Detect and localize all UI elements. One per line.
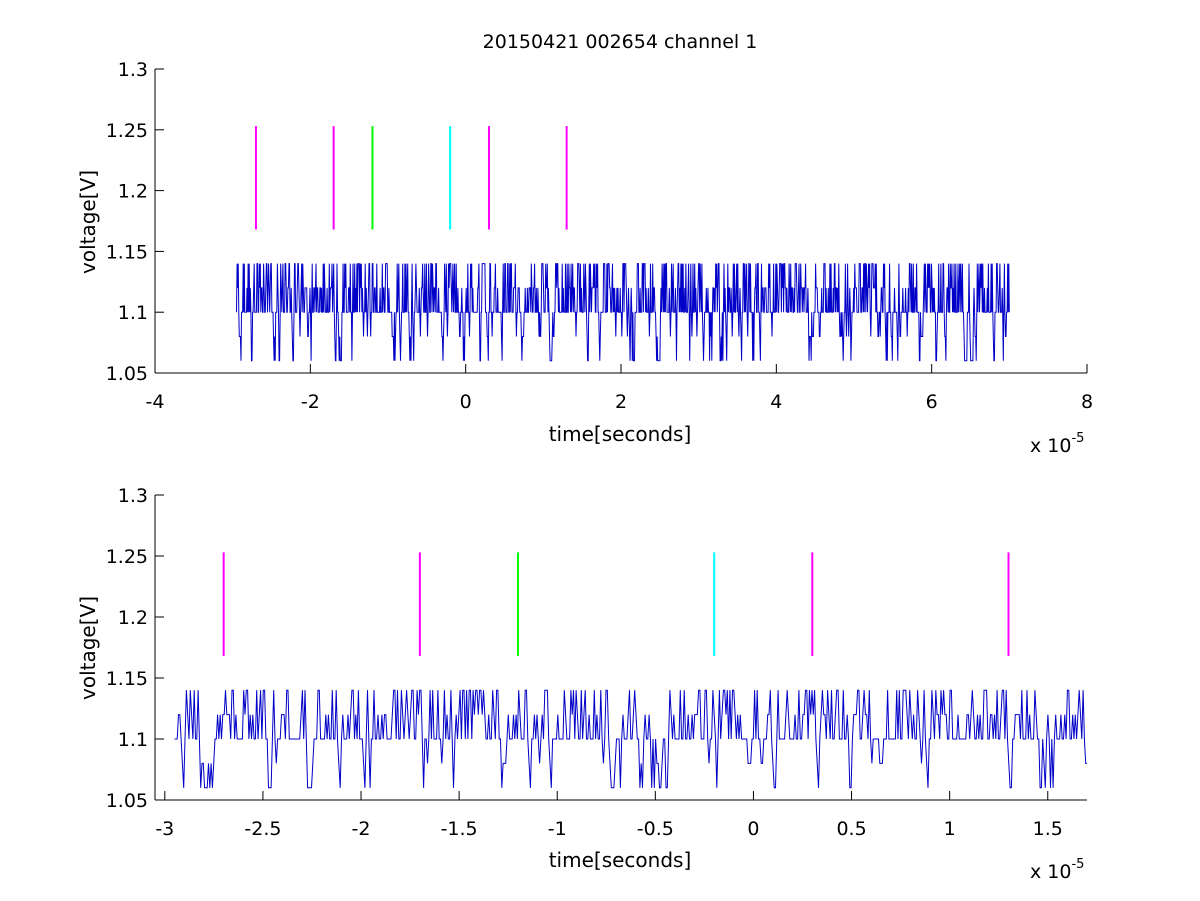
bottom-x-exponent: x 10-5 xyxy=(1030,857,1084,883)
top-x-tick-label: 6 xyxy=(926,391,938,413)
top-x-tick-label: -4 xyxy=(146,391,165,413)
bottom-x-axis-label: time[seconds] xyxy=(549,848,692,872)
top-voltage-trace xyxy=(236,263,1010,362)
bottom-y-tick-label: 1.15 xyxy=(106,668,148,690)
bottom-x-tick-label: -3 xyxy=(155,818,174,840)
top-y-tick-label: 1.05 xyxy=(106,363,148,385)
top-event-marker-group xyxy=(254,126,568,230)
top-y-tick-labels: 1.05 1.1 1.15 1.2 1.25 1.3 xyxy=(106,59,148,385)
bottom-x-tick-label: -0.5 xyxy=(637,818,674,840)
bottom-x-exponent-base: x 10 xyxy=(1030,861,1071,883)
bottom-y-tick-label: 1.3 xyxy=(118,485,148,507)
top-x-exponent-base: x 10 xyxy=(1030,435,1071,457)
top-y-tick-label: 1.1 xyxy=(118,302,148,324)
top-plot-panel: 20150421 002654 channel 1 -4 -2 0 2 4 6 8 1.05… xyxy=(76,31,1093,457)
top-x-tick-label: -2 xyxy=(301,391,320,413)
top-x-exponent-power: -5 xyxy=(1071,431,1084,446)
bottom-x-tick-label: -2 xyxy=(352,818,371,840)
bottom-y-tick-labels: 1.05 1.1 1.15 1.2 1.25 1.3 xyxy=(106,485,148,812)
top-x-exponent: x 10-5 xyxy=(1030,431,1084,457)
bottom-x-tick-label: 0 xyxy=(747,818,759,840)
bottom-y-tick-label: 1.25 xyxy=(106,546,148,568)
top-x-tick-label: 2 xyxy=(615,391,627,413)
top-voltage-trace-group xyxy=(236,263,1010,362)
bottom-x-tick-label: -1.5 xyxy=(441,818,478,840)
top-x-tick-labels: -4 -2 0 2 4 6 8 xyxy=(146,391,1094,413)
bottom-axes xyxy=(154,494,1087,801)
top-x-tick-label: 8 xyxy=(1081,391,1093,413)
top-y-axis-label: voltage[V] xyxy=(76,170,100,274)
top-x-axis-label: time[seconds] xyxy=(549,422,692,446)
bottom-y-axis-label: voltage[V] xyxy=(76,596,100,700)
bottom-voltage-trace-group xyxy=(174,689,1087,789)
top-y-tick-label: 1.3 xyxy=(118,59,148,81)
bottom-x-tick-label: 1 xyxy=(944,818,956,840)
top-axes xyxy=(154,68,1088,374)
bottom-plot-panel: -3 -2.5 -2 -1.5 -1 -0.5 0 0.5 1 1.5 1.051.11.151.… xyxy=(76,485,1087,883)
top-x-tick-label: 4 xyxy=(770,391,782,413)
top-y-tick-label: 1.15 xyxy=(106,241,148,263)
bottom-x-tick-label: 0.5 xyxy=(836,818,866,840)
bottom-voltage-trace xyxy=(174,689,1087,789)
bottom-x-tick-label: -1 xyxy=(548,818,567,840)
bottom-x-exponent-power: -5 xyxy=(1071,857,1084,872)
top-y-tick-label: 1.25 xyxy=(106,120,148,142)
bottom-y-tick-label: 1.2 xyxy=(118,607,148,629)
bottom-x-tick-label: -2.5 xyxy=(244,818,281,840)
top-y-tick-label: 1.2 xyxy=(118,181,148,203)
bottom-event-marker-group xyxy=(222,552,1010,657)
plot-title: 20150421 002654 channel 1 xyxy=(483,31,758,53)
bottom-x-tick-label: 1.5 xyxy=(1033,818,1063,840)
bottom-y-tick-label: 1.05 xyxy=(106,790,148,812)
bottom-x-tick-labels: -3 -2.5 -2 -1.5 -1 -0.5 0 0.5 1 1.5 xyxy=(155,818,1063,840)
top-x-tick-label: 0 xyxy=(460,391,472,413)
bottom-y-tick-label: 1.1 xyxy=(118,729,148,751)
